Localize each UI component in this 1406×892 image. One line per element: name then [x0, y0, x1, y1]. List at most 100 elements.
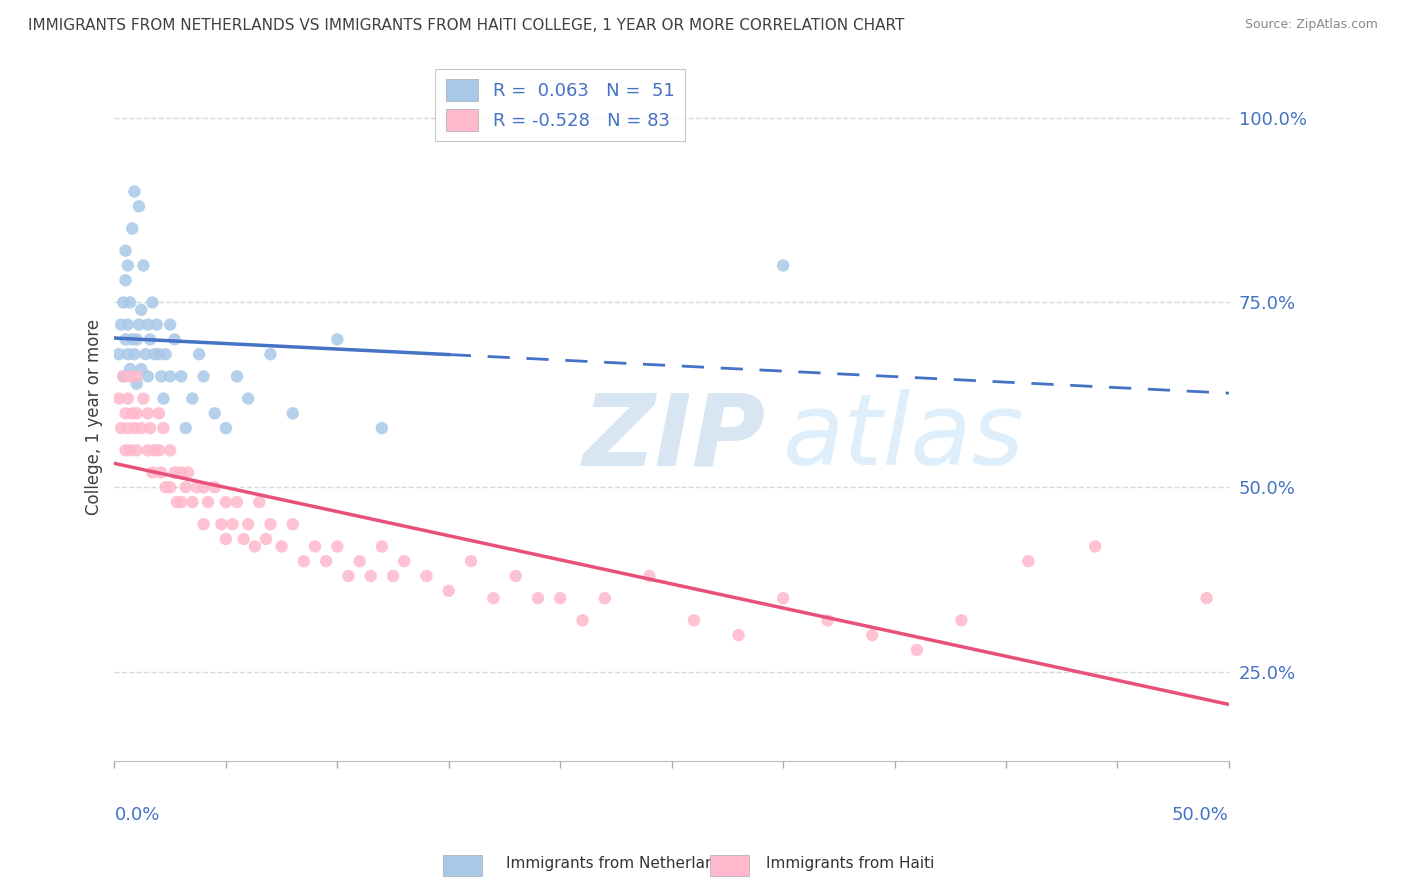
Point — [128, 318, 150, 332]
Point — [204, 480, 226, 494]
Point — [143, 347, 166, 361]
Point — [112, 369, 135, 384]
Point — [860, 628, 883, 642]
Point — [125, 406, 148, 420]
Point — [135, 347, 157, 361]
Point — [215, 495, 238, 509]
Point — [215, 532, 238, 546]
Point — [247, 495, 270, 509]
Legend: R =  0.063   N =  51, R = -0.528   N = 83: R = 0.063 N = 51, R = -0.528 N = 83 — [434, 69, 685, 142]
Point — [259, 517, 281, 532]
Point — [548, 591, 571, 606]
Point — [193, 517, 215, 532]
Point — [132, 259, 155, 273]
Point — [136, 369, 159, 384]
Point — [437, 583, 460, 598]
Point — [772, 591, 794, 606]
Point — [125, 369, 148, 384]
Point — [114, 273, 136, 287]
Point — [638, 569, 661, 583]
Point — [170, 369, 193, 384]
Point — [159, 369, 181, 384]
Point — [292, 554, 315, 568]
Text: 50.0%: 50.0% — [1173, 805, 1229, 823]
Point — [181, 392, 204, 406]
Point — [166, 495, 188, 509]
Text: IMMIGRANTS FROM NETHERLANDS VS IMMIGRANTS FROM HAITI COLLEGE, 1 YEAR OR MORE COR: IMMIGRANTS FROM NETHERLANDS VS IMMIGRANT… — [28, 18, 904, 33]
Point — [571, 613, 593, 627]
Point — [163, 466, 186, 480]
Point — [129, 302, 152, 317]
Point — [117, 347, 139, 361]
Text: 0.0%: 0.0% — [114, 805, 160, 823]
Point — [155, 347, 177, 361]
Point — [193, 369, 215, 384]
Y-axis label: College, 1 year or more: College, 1 year or more — [86, 319, 103, 515]
Point — [112, 295, 135, 310]
Point — [259, 347, 281, 361]
Point — [193, 480, 215, 494]
Point — [270, 540, 292, 554]
Point — [1017, 554, 1039, 568]
Point — [727, 628, 749, 642]
Point — [121, 332, 143, 346]
Point — [108, 347, 131, 361]
Point — [460, 554, 482, 568]
Point — [226, 495, 249, 509]
Point — [110, 421, 132, 435]
Point — [136, 318, 159, 332]
Point — [950, 613, 973, 627]
Point — [326, 332, 349, 346]
Point — [382, 569, 405, 583]
Point — [188, 347, 211, 361]
Point — [905, 643, 928, 657]
Point — [117, 421, 139, 435]
Point — [1195, 591, 1218, 606]
Point — [170, 466, 193, 480]
Text: Source: ZipAtlas.com: Source: ZipAtlas.com — [1244, 18, 1378, 31]
Point — [148, 406, 170, 420]
Point — [174, 480, 197, 494]
Point — [110, 318, 132, 332]
Point — [152, 392, 174, 406]
Point — [415, 569, 437, 583]
Point — [315, 554, 337, 568]
Point — [337, 569, 360, 583]
Point — [117, 392, 139, 406]
Point — [527, 591, 550, 606]
Point — [170, 495, 193, 509]
Point — [505, 569, 527, 583]
Point — [371, 540, 394, 554]
Point — [136, 406, 159, 420]
Point — [128, 199, 150, 213]
Point — [129, 362, 152, 376]
Point — [124, 421, 146, 435]
Point — [482, 591, 505, 606]
Point — [215, 421, 238, 435]
Point — [118, 362, 141, 376]
Point — [1084, 540, 1107, 554]
Point — [593, 591, 616, 606]
Point — [148, 347, 170, 361]
Point — [121, 406, 143, 420]
Point — [221, 517, 243, 532]
Point — [683, 613, 706, 627]
Point — [124, 347, 146, 361]
Point — [236, 517, 259, 532]
Text: atlas: atlas — [783, 389, 1025, 486]
Point — [114, 244, 136, 258]
Point — [181, 495, 204, 509]
Point — [118, 443, 141, 458]
Point — [152, 421, 174, 435]
Point — [117, 318, 139, 332]
Point — [243, 540, 266, 554]
Point — [772, 259, 794, 273]
Point — [204, 406, 226, 420]
Point — [124, 185, 146, 199]
Point — [817, 613, 839, 627]
Point — [281, 406, 304, 420]
Point — [141, 466, 163, 480]
Point — [112, 369, 135, 384]
Point — [108, 392, 131, 406]
Point — [371, 421, 394, 435]
